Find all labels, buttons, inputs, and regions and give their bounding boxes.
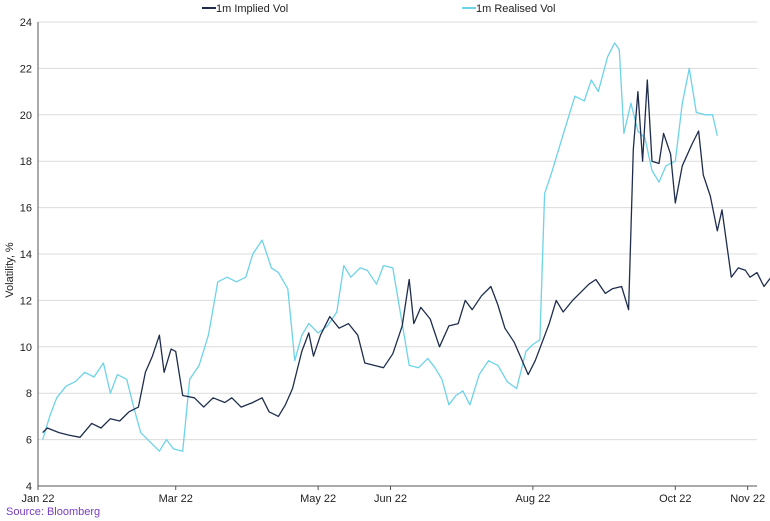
y-tick-label: 8 (26, 388, 32, 400)
y-tick-label: 6 (26, 435, 32, 447)
x-tick-label: Aug 22 (515, 493, 550, 505)
x-tick-label: Nov 22 (730, 493, 765, 505)
y-tick-label: 18 (20, 156, 32, 168)
x-tick-label: Oct 22 (659, 493, 691, 505)
legend-label-implied: 1m Implied Vol (216, 3, 288, 15)
y-tick-label: 10 (20, 342, 32, 354)
realised-vol-line (42, 42, 718, 452)
implied-vol-line (42, 79, 770, 438)
source-note: Source: Bloomberg (6, 506, 101, 518)
x-tick-label: Mar 22 (159, 493, 193, 505)
y-tick-label: 4 (26, 481, 32, 493)
y-tick-label: 20 (20, 110, 32, 122)
y-tick-label: 24 (20, 17, 32, 29)
series-lines (42, 42, 770, 452)
y-axis-title: Volatility, % (4, 242, 16, 298)
legend-label-realised: 1m Realised Vol (476, 3, 556, 15)
legend: 1m Implied Vol 1m Realised Vol (202, 3, 556, 15)
x-tick-label: Jan 22 (21, 493, 54, 505)
y-axis: 4 6 8 10 12 14 16 18 20 22 24 (20, 17, 39, 493)
x-axis: Jan 22 Mar 22 May 22 Jun 22 Aug 22 Oct 22 Nov … (21, 485, 765, 505)
y-tick-label: 22 (20, 63, 32, 75)
y-tick-label: 12 (20, 295, 32, 307)
grid-lines (38, 21, 757, 441)
x-tick-label: May 22 (300, 493, 336, 505)
y-tick-label: 16 (20, 203, 32, 215)
x-tick-label: Jun 22 (374, 493, 407, 505)
y-tick-label: 14 (20, 249, 32, 261)
